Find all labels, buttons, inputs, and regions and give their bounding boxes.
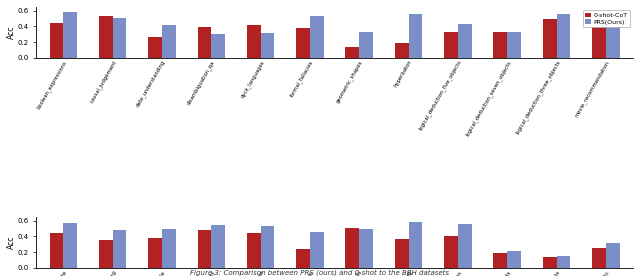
Bar — [493, 253, 508, 268]
Bar — [606, 22, 620, 58]
Bar — [49, 23, 63, 58]
Bar — [346, 47, 359, 58]
Bar — [395, 43, 408, 58]
Bar — [592, 248, 606, 268]
Bar — [508, 32, 521, 58]
Bar — [444, 237, 458, 268]
Bar — [247, 25, 260, 58]
Bar — [99, 16, 113, 58]
Bar — [260, 33, 275, 58]
Bar — [198, 230, 211, 268]
Legend: 0-shot-CoT, PRS(Ours): 0-shot-CoT, PRS(Ours) — [582, 10, 630, 27]
Bar — [444, 31, 458, 58]
Bar — [113, 18, 127, 58]
Bar — [395, 239, 408, 268]
Bar — [211, 34, 225, 58]
Bar — [198, 27, 211, 58]
Bar — [211, 225, 225, 268]
Y-axis label: Acc: Acc — [7, 236, 16, 249]
Bar — [359, 32, 373, 58]
Bar — [346, 228, 359, 268]
Bar — [162, 25, 176, 58]
Bar — [310, 232, 324, 268]
Bar — [543, 19, 557, 58]
Bar — [247, 232, 260, 268]
Bar — [49, 232, 63, 268]
Bar — [310, 16, 324, 58]
Bar — [606, 243, 620, 268]
Bar — [557, 256, 570, 268]
Bar — [493, 32, 508, 58]
Bar — [557, 14, 570, 58]
Bar — [148, 37, 162, 58]
Bar — [508, 251, 521, 268]
Bar — [296, 28, 310, 58]
Bar — [408, 14, 422, 58]
Y-axis label: Acc: Acc — [7, 26, 16, 39]
Bar — [99, 240, 113, 268]
Bar — [148, 238, 162, 268]
Bar — [296, 249, 310, 268]
Bar — [162, 229, 176, 268]
Bar — [63, 12, 77, 58]
Bar — [458, 224, 472, 268]
Bar — [408, 222, 422, 268]
Bar — [543, 257, 557, 268]
Bar — [592, 23, 606, 58]
Bar — [260, 226, 275, 268]
Bar — [63, 223, 77, 268]
Bar — [113, 230, 127, 268]
Text: Figure 3: Comparison between PRS (ours) and 0-shot to the BBH datasets: Figure 3: Comparison between PRS (ours) … — [191, 269, 449, 276]
Bar — [359, 229, 373, 268]
Bar — [458, 24, 472, 58]
